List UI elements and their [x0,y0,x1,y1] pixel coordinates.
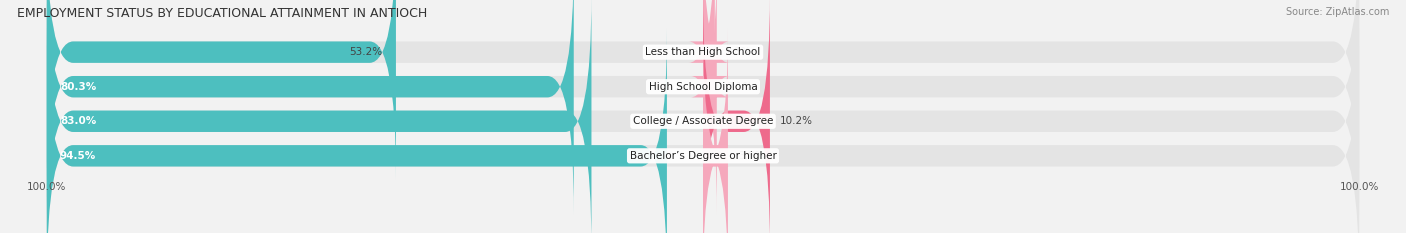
Text: Bachelor’s Degree or higher: Bachelor’s Degree or higher [630,151,776,161]
Text: EMPLOYMENT STATUS BY EDUCATIONAL ATTAINMENT IN ANTIOCH: EMPLOYMENT STATUS BY EDUCATIONAL ATTAINM… [17,7,427,20]
FancyBboxPatch shape [46,0,1360,180]
Text: 53.2%: 53.2% [350,47,382,57]
Text: Less than High School: Less than High School [645,47,761,57]
Text: 94.5%: 94.5% [60,151,96,161]
Text: College / Associate Degree: College / Associate Degree [633,116,773,126]
Text: 80.3%: 80.3% [60,82,96,92]
Text: 83.0%: 83.0% [60,116,96,126]
FancyBboxPatch shape [46,0,1360,214]
Text: 1.8%: 1.8% [724,47,751,57]
FancyBboxPatch shape [46,0,574,214]
FancyBboxPatch shape [46,0,592,233]
Text: 3.8%: 3.8% [738,151,765,161]
Text: High School Diploma: High School Diploma [648,82,758,92]
FancyBboxPatch shape [46,0,1360,233]
FancyBboxPatch shape [702,28,730,233]
FancyBboxPatch shape [690,0,730,214]
Text: 100.0%: 100.0% [27,182,66,192]
FancyBboxPatch shape [46,0,396,180]
Text: Source: ZipAtlas.com: Source: ZipAtlas.com [1285,7,1389,17]
FancyBboxPatch shape [703,0,770,233]
FancyBboxPatch shape [46,28,1360,233]
FancyBboxPatch shape [689,0,730,180]
Text: 100.0%: 100.0% [1340,182,1379,192]
Text: 10.2%: 10.2% [780,116,813,126]
FancyBboxPatch shape [46,28,666,233]
Text: 2.1%: 2.1% [727,82,754,92]
